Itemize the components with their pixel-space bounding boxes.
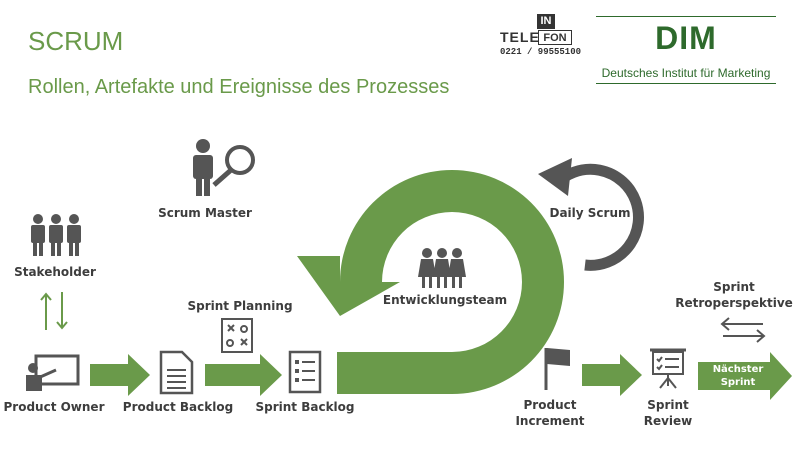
- info-fon-box: FON: [538, 30, 572, 45]
- list-icon: [288, 350, 322, 394]
- label-sprint-review: Sprint Review: [643, 398, 693, 428]
- flow-arrow-3: [582, 354, 642, 396]
- dim-logo-text: DIM: [655, 20, 717, 56]
- cycle-arrow-icon: [538, 158, 644, 271]
- exchange-arrows-icon: [720, 317, 766, 343]
- flow-arrow-2: [205, 354, 282, 396]
- label-sprint-backlog: Sprint Backlog: [255, 400, 355, 414]
- label-product-owner: Product Owner: [3, 400, 105, 414]
- group-icon: [31, 214, 81, 256]
- label-scrum-master: Scrum Master: [158, 206, 252, 220]
- presentation-board-icon: [650, 348, 686, 389]
- label-product-backlog: Product Backlog: [122, 400, 234, 414]
- flow-arrow-1: [90, 354, 150, 396]
- document-icon: [159, 350, 194, 395]
- sprint-cycle-arrow: [297, 170, 564, 394]
- team-icon: [418, 248, 466, 288]
- dim-logo: [596, 16, 776, 84]
- label-entwicklungsteam: Entwicklungsteam: [382, 293, 508, 307]
- flag-icon: [544, 348, 570, 390]
- infofon-logo: IN FON: [500, 14, 580, 64]
- page-subtitle: Rollen, Artefakte und Ereignisse des Pro…: [28, 76, 450, 98]
- next-sprint-arrow: [698, 352, 792, 400]
- strategy-board-icon: [221, 318, 253, 353]
- person-magnifier-icon: [193, 139, 255, 196]
- label-naechster-sprint: Nächster Sprint: [712, 364, 764, 388]
- label-sprint-planning: Sprint Planning: [187, 299, 293, 313]
- page-title: SCRUM: [28, 26, 124, 56]
- bidirectional-arrow-icon: [40, 292, 68, 330]
- dim-logo-subtext: Deutsches Institut für Marketing: [601, 66, 771, 80]
- info-in-box: IN: [537, 14, 555, 29]
- label-stakeholder: Stakeholder: [14, 265, 96, 279]
- label-product-increment: Product Increment: [515, 398, 585, 428]
- info-phone-text: 0221 / 99555100: [500, 47, 582, 57]
- presentation-person-icon: [26, 354, 80, 391]
- label-sprint-retro: Sprint Retroperspektive: [675, 280, 793, 310]
- info-tele-text: TELE: [500, 29, 540, 45]
- label-daily-scrum: Daily Scrum: [549, 206, 631, 220]
